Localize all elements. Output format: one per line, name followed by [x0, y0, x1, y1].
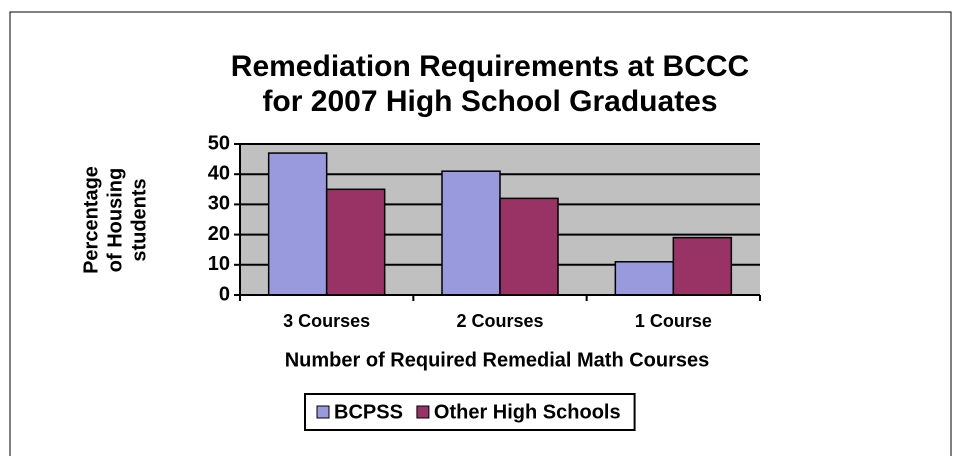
x-tick-label: 1 Course [635, 311, 712, 331]
legend: BCPSS Other High Schools [304, 393, 636, 431]
y-tick-label: 30 [208, 193, 230, 215]
chart-title: for 2007 High School Graduates [262, 85, 717, 118]
y-axis-title: students [128, 178, 150, 261]
legend-label: Other High Schools [434, 401, 621, 423]
legend-swatch [316, 405, 330, 419]
y-tick-label: 50 [208, 132, 230, 154]
y-tick-label: 0 [219, 283, 230, 305]
y-tick-label: 40 [208, 162, 230, 184]
chart-title: Remediation Requirements at BCCC [231, 50, 749, 83]
bar [672, 236, 733, 296]
bar [441, 170, 501, 296]
x-tick-label: 2 Courses [456, 311, 543, 331]
y-tick-label: 20 [208, 223, 230, 245]
bar [267, 152, 328, 296]
y-axis-title: of Housing [104, 168, 126, 272]
x-tick-label: 3 Courses [283, 311, 370, 331]
legend-label: BCPSS [334, 401, 403, 423]
y-tick-label: 10 [208, 253, 230, 275]
bar [614, 261, 675, 296]
legend-swatch [416, 405, 430, 419]
bar [325, 188, 386, 296]
bar [499, 197, 559, 296]
legend-box [304, 393, 636, 431]
x-axis-title: Number of Required Remedial Math Courses [285, 349, 710, 371]
y-axis-title: Percentage [80, 166, 102, 274]
